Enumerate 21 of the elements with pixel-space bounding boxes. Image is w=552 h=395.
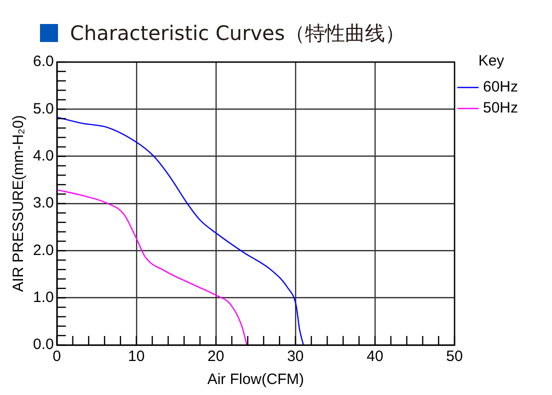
x-tick-label: 10	[128, 348, 145, 366]
y-tick-label: 0.0	[32, 336, 54, 354]
y-tick-label: 5.0	[32, 100, 54, 118]
legend-label: 60Hz	[482, 78, 518, 96]
x-axis-title: Air Flow(CFM)	[207, 371, 304, 388]
y-tick-label: 1.0	[32, 288, 54, 306]
y-tick-label: 3.0	[32, 194, 54, 212]
x-tick-label: 30	[287, 348, 304, 366]
chart-title: Characteristic Curves（特性曲线）	[70, 20, 405, 46]
line-series	[56, 116, 304, 345]
x-tick-label: 50	[446, 348, 463, 366]
x-tick-label: 0	[52, 348, 62, 366]
y-tick-label: 4.0	[32, 147, 54, 164]
y-tick-label: 6.0	[32, 53, 54, 70]
x-tick-label: 40	[366, 348, 384, 366]
legend-title: Key	[478, 52, 505, 70]
y-tick-label: 2.0	[32, 242, 54, 259]
y-axis-title: AIR PRESSURE(mm-H₂0)	[10, 115, 28, 292]
line-series	[56, 189, 248, 345]
x-tick-label: 20	[208, 348, 224, 366]
legend-label: 50Hz	[482, 100, 518, 117]
